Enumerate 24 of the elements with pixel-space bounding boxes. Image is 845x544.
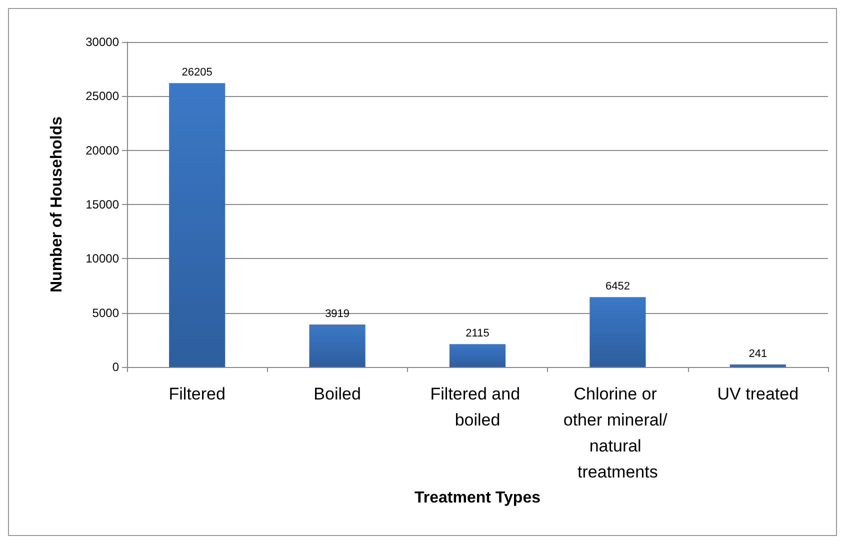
x-tick-label: Chlorine or other mineral/ natural treatments	[563, 384, 672, 482]
y-tick-label: 20000	[86, 143, 120, 158]
y-tick-label: 5000	[92, 306, 120, 320]
bar	[309, 324, 366, 367]
y-tick-label: 30000	[86, 35, 120, 49]
bar	[730, 364, 786, 367]
data-label: 26205	[182, 66, 212, 79]
bar	[590, 297, 646, 367]
y-axis-title: Number of Households	[48, 116, 66, 293]
bar	[449, 344, 506, 367]
y-tick-label: 0	[112, 360, 120, 374]
data-label: 3919	[325, 308, 350, 320]
data-label: 241	[748, 348, 768, 360]
bar	[169, 83, 226, 367]
y-tick-label: 15000	[86, 198, 120, 212]
x-tick-label: Filtered	[168, 384, 226, 404]
y-tick-label: 25000	[86, 89, 120, 104]
x-tick-label: UV treated	[717, 384, 799, 404]
x-tick-label: Filtered and boiled	[430, 384, 525, 430]
y-tick-label: 10000	[86, 252, 120, 266]
x-tick-label: Boiled	[314, 384, 361, 404]
data-label: 6452	[605, 280, 630, 293]
data-label: 2115	[466, 328, 490, 340]
x-axis-title: Treatment Types	[414, 489, 541, 506]
